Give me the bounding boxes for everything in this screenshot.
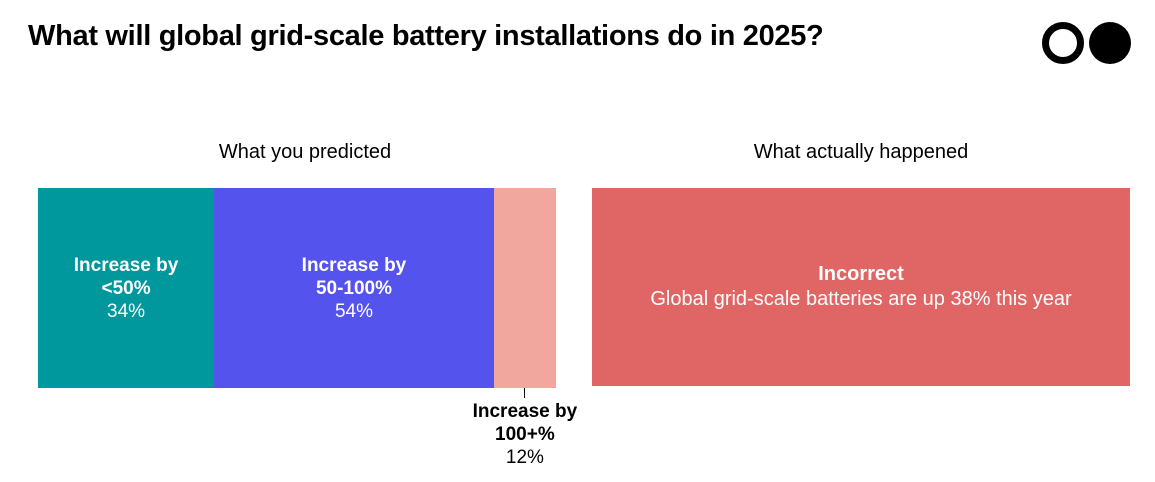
result-detail: Global grid-scale batteries are up 38% t… xyxy=(650,288,1072,310)
segment-value-label: 34% xyxy=(107,300,146,322)
bar-segment: Increase by <50% 34% xyxy=(38,188,215,388)
segment-value-label: 54% xyxy=(334,300,373,322)
segment-label: Increase by xyxy=(73,254,179,276)
label-leader-tick xyxy=(524,388,526,398)
result-verdict: Incorrect xyxy=(818,263,904,285)
predicted-panel-title: What you predicted xyxy=(218,141,392,163)
ring-icon xyxy=(1042,22,1084,64)
segment-value-label: 12% xyxy=(505,447,544,468)
segment-label: Increase by xyxy=(301,254,407,276)
two-circles-logo-icon xyxy=(1042,22,1132,64)
bar-segment xyxy=(493,188,556,388)
segment-outside-label: Increase by 100+% 12% xyxy=(455,400,595,469)
actual-panel-title: What actually happened xyxy=(753,141,969,163)
result-box: Incorrect Global grid-scale batteries ar… xyxy=(592,188,1130,386)
segment-label: 100+% xyxy=(495,424,555,445)
page-title: What will global grid-scale battery inst… xyxy=(28,20,824,52)
bar-segment: Increase by 50-100% 54% xyxy=(214,188,494,388)
segment-label: 50-100% xyxy=(315,277,392,299)
segment-label: Increase by xyxy=(472,401,578,422)
dot-icon xyxy=(1089,22,1131,64)
prediction-stacked-bar: Increase by <50% 34% Increase by 50-100% 54% xyxy=(38,188,556,388)
segment-label: <50% xyxy=(101,277,151,299)
